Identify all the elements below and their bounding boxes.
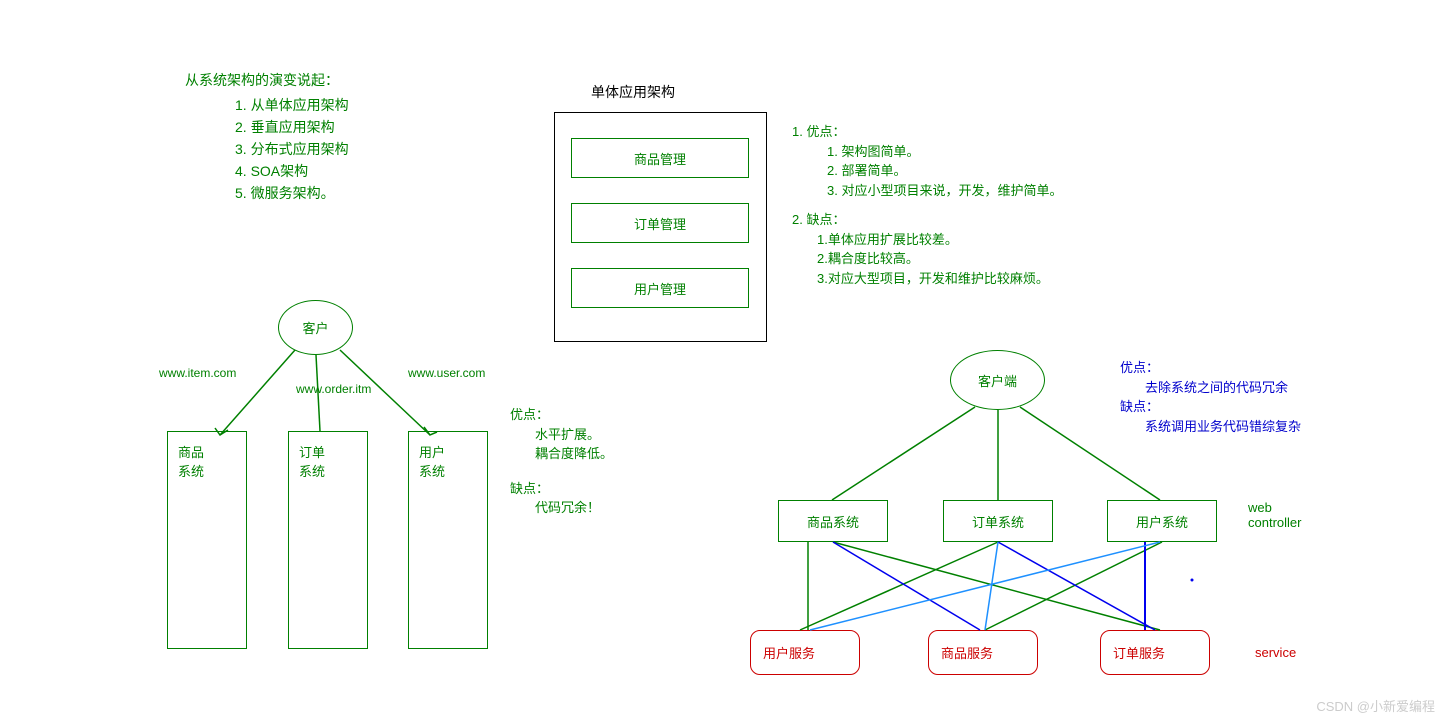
intro-title: 从系统架构的演变说起： (185, 70, 349, 90)
pc1-pro-3: 3. 对应小型项目来说，开发，维护简单。 (827, 181, 1062, 201)
monolith-module-3: 用户管理 (571, 268, 749, 308)
monolith-title: 单体应用架构 (591, 82, 675, 102)
pc1-con-3: 3.对应大型项目，开发和维护比较麻烦。 (817, 269, 1062, 289)
web-box-2: 订单系统 (943, 500, 1053, 542)
pc1-con-2: 2.耦合度比较高。 (817, 249, 1062, 269)
watermark: CSDN @小新爱编程 (1316, 696, 1435, 715)
client-node: 客户端 (950, 350, 1045, 410)
pc2-pros-label: 优点： (510, 405, 613, 425)
intro-item-3: 3. 分布式应用架构 (235, 139, 349, 159)
pc1-pros-label: 1. 优点： (792, 122, 1062, 142)
web-box-1: 商品系统 (778, 500, 888, 542)
pc1-cons-label: 2. 缺点： (792, 210, 1062, 230)
pc2-cons-label: 缺点： (510, 479, 613, 499)
pc2-con-1: 代码冗余！ (535, 498, 613, 518)
service-box-1: 用户服务 (750, 630, 860, 675)
web-label: web controller (1248, 500, 1301, 530)
service-label: service (1255, 645, 1296, 660)
intro-item-5: 5. 微服务架构。 (235, 183, 349, 203)
system-box-2: 订单 系统 (288, 431, 368, 649)
customer-node: 客户 (278, 300, 353, 355)
intro-item-2: 2. 垂直应用架构 (235, 117, 349, 137)
pc3-pros-label: 优点： (1120, 358, 1301, 378)
pc1-pro-2: 2. 部署简单。 (827, 161, 1062, 181)
monolith-module-2: 订单管理 (571, 203, 749, 243)
pros-cons-3: 优点： 去除系统之间的代码冗余 缺点： 系统调用业务代码错综复杂 (1120, 358, 1301, 436)
intro-block: 从系统架构的演变说起： 1. 从单体应用架构 2. 垂直应用架构 3. 分布式应… (185, 70, 349, 205)
pros-cons-1: 1. 优点： 1. 架构图简单。 2. 部署简单。 3. 对应小型项目来说，开发… (792, 122, 1062, 288)
intro-item-1: 1. 从单体应用架构 (235, 95, 349, 115)
pc3-pro: 去除系统之间的代码冗余 (1120, 378, 1301, 398)
url-1: www.item.com (159, 366, 236, 380)
pc1-con-1: 1.单体应用扩展比较差。 (817, 230, 1062, 250)
pc1-pro-1: 1. 架构图简单。 (827, 142, 1062, 162)
pros-cons-2: 优点： 水平扩展。 耦合度降低。 缺点： 代码冗余！ (510, 405, 613, 518)
pc2-pro-1: 水平扩展。 (535, 425, 613, 445)
service-box-3: 订单服务 (1100, 630, 1210, 675)
web-box-3: 用户系统 (1107, 500, 1217, 542)
monolith-module-1: 商品管理 (571, 138, 749, 178)
service-box-2: 商品服务 (928, 630, 1038, 675)
pc3-con: 系统调用业务代码错综复杂 (1120, 417, 1301, 437)
monolith-container: 商品管理 订单管理 用户管理 (554, 112, 767, 342)
system-box-3: 用户 系统 (408, 431, 488, 649)
url-2: www.order.itm (296, 382, 371, 396)
pc3-cons-label: 缺点： (1120, 397, 1301, 417)
pc2-pro-2: 耦合度降低。 (535, 444, 613, 464)
system-box-1: 商品 系统 (167, 431, 247, 649)
url-3: www.user.com (408, 366, 485, 380)
intro-item-4: 4. SOA架构 (235, 161, 349, 181)
